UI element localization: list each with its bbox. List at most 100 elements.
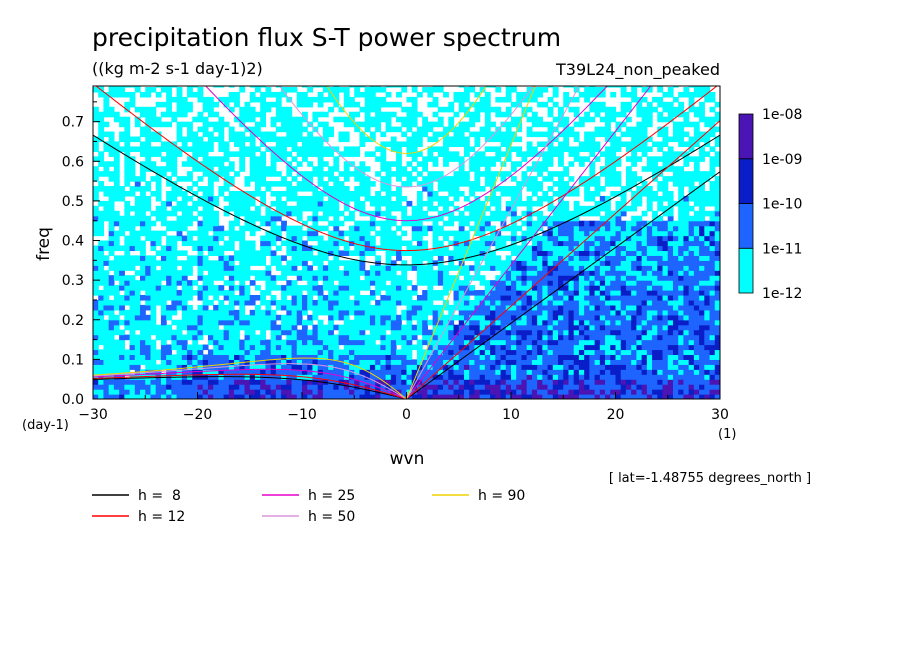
field-cell (176, 176, 183, 182)
field-cell (187, 220, 193, 227)
field-cell (322, 210, 329, 217)
field-cell (469, 389, 476, 395)
field-cell (249, 116, 256, 123)
field-cell (385, 309, 392, 316)
field-cell (98, 270, 105, 276)
field-cell (558, 171, 564, 177)
field-cell (432, 389, 439, 395)
field-cell (254, 126, 261, 133)
field-cell (317, 151, 324, 157)
field-cell (328, 96, 334, 103)
field-cell (207, 161, 214, 167)
field-cell (275, 116, 282, 123)
field-cell (333, 225, 340, 232)
field-cell (270, 161, 277, 167)
field-cell (98, 309, 105, 316)
field-cell (563, 245, 570, 252)
field-cell (275, 151, 282, 157)
field-cell (187, 324, 193, 331)
field-cell (537, 384, 543, 390)
field-cell (594, 255, 601, 261)
field-cell (427, 295, 434, 301)
field-cell (129, 230, 136, 237)
field-cell (207, 141, 214, 148)
field-cell (443, 389, 449, 395)
field-cell (223, 354, 230, 360)
field-cell (531, 131, 538, 138)
field-cell (338, 235, 345, 242)
field-cell (307, 299, 314, 306)
field-cell (307, 181, 314, 187)
field-cell (228, 324, 235, 331)
field-cell (484, 220, 491, 227)
field-cell (369, 181, 376, 187)
field-cell (145, 304, 152, 311)
field-cell (443, 91, 449, 98)
field-cell (375, 329, 381, 336)
field-cell (505, 299, 512, 306)
field-cell (349, 359, 355, 365)
field-cell (265, 245, 272, 252)
field-cell (537, 319, 543, 326)
field-cell (552, 181, 559, 187)
field-cell (605, 324, 611, 331)
field-cell (338, 329, 345, 336)
field-cell (605, 195, 611, 202)
field-cell (427, 200, 434, 207)
field-cell (249, 240, 256, 247)
field-cell (427, 186, 434, 192)
field-cell (563, 116, 570, 123)
field-cell (234, 205, 240, 212)
field-cell (578, 334, 585, 341)
field-cell (463, 344, 470, 351)
field-cell (531, 369, 538, 375)
field-cell (458, 290, 465, 296)
field-cell (207, 354, 214, 360)
field-cell (469, 245, 476, 252)
field-cell (605, 394, 611, 399)
field-cell (558, 394, 564, 399)
field-cell (589, 265, 596, 271)
field-cell (343, 96, 350, 103)
field-cell (150, 210, 157, 217)
field-cell (375, 205, 381, 212)
field-cell (396, 166, 402, 172)
field-cell (578, 280, 585, 286)
field-cell (254, 156, 261, 162)
field-cell (390, 329, 397, 336)
field-cell (124, 290, 131, 296)
field-cell (249, 156, 256, 162)
field-cell (207, 96, 214, 103)
field-cell (349, 349, 355, 356)
field-cell (453, 280, 460, 286)
field-cell (380, 146, 387, 152)
field-cell (469, 324, 476, 331)
field-cell (150, 339, 157, 346)
field-cell (98, 389, 105, 395)
field-cell (239, 205, 246, 212)
field-cell (380, 176, 387, 182)
field-cell (479, 290, 486, 296)
field-cell (422, 319, 428, 326)
field-cell (322, 364, 329, 370)
field-cell (213, 389, 219, 395)
field-cell (406, 280, 413, 286)
field-cell (484, 245, 491, 252)
field-cell (380, 329, 387, 336)
field-cell (260, 299, 267, 306)
field-cell (328, 86, 334, 93)
field-cell (526, 389, 533, 395)
field-cell (537, 369, 543, 375)
field-cell (437, 270, 444, 276)
field-cell (495, 106, 502, 113)
field-cell (453, 369, 460, 375)
field-cell (474, 215, 481, 222)
field-cell (396, 171, 402, 177)
field-cell (239, 235, 246, 242)
field-cell (129, 334, 136, 341)
field-cell (312, 230, 319, 237)
field-cell (207, 309, 214, 316)
field-cell (463, 96, 470, 103)
field-cell (542, 156, 549, 162)
field-cell (432, 171, 439, 177)
